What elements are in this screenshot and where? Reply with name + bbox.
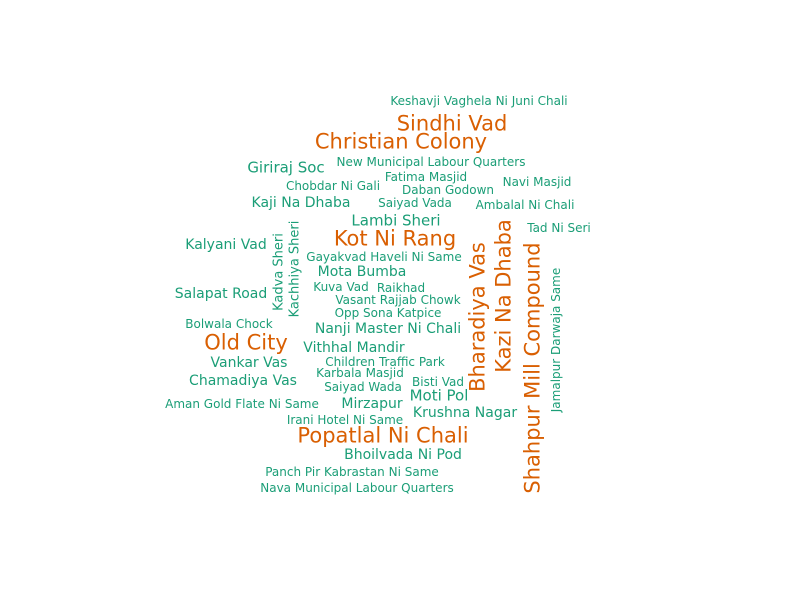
cloud-word: Krushna Nagar	[412, 405, 518, 421]
cloud-word: Kuva Vad	[313, 280, 369, 294]
cloud-word: Kachhiya Sheri	[287, 220, 303, 318]
cloud-word: Vankar Vas	[210, 355, 288, 371]
cloud-word: Popatlal Ni Chali	[297, 423, 469, 448]
cloud-word: Kaji Na Dhaba	[251, 195, 351, 211]
cloud-word: Karbala Masjid	[316, 366, 404, 380]
cloud-word: Chamadiya Vas	[189, 373, 297, 389]
cloud-word: Bharadiya Vas	[465, 242, 490, 392]
cloud-word: Children Traffic Park	[325, 355, 445, 369]
cloud-word: Tad Ni Seri	[527, 221, 591, 235]
cloud-word: Moti Pol	[409, 386, 469, 405]
cloud-word: Bhoilvada Ni Pod	[344, 447, 462, 463]
cloud-word: Panch Pir Kabrastan Ni Same	[265, 465, 439, 479]
cloud-word: Jamalpur Darwaja Same	[549, 267, 563, 413]
cloud-word: Daban Godown	[401, 183, 495, 197]
cloud-word: Ambalal Ni Chali	[475, 198, 575, 212]
cloud-word: Bisti Vad	[412, 375, 464, 389]
cloud-word: Kadva Sheri	[271, 233, 287, 311]
cloud-word: Aman Gold Flate Ni Same	[165, 397, 319, 411]
cloud-word: Kazi Na Dhaba	[491, 219, 516, 373]
cloud-word: Saiyad Wada	[324, 380, 402, 394]
cloud-word: Bolwala Chock	[185, 317, 273, 331]
cloud-word: Nava Municipal Labour Quarters	[260, 481, 454, 495]
cloud-word: Keshavji Vaghela Ni Juni Chali	[390, 94, 568, 108]
cloud-word: Christian Colony	[314, 129, 488, 154]
cloud-word: Navi Masjid	[502, 175, 572, 189]
cloud-word: Fatima Masjid	[384, 170, 468, 184]
cloud-word: Opp Sona Katpice	[334, 306, 442, 320]
cloud-word: Gayakvad Haveli Ni Same	[306, 250, 462, 264]
cloud-word: Sindhi Vad	[396, 111, 508, 136]
cloud-word: Shahpur Mill Compound	[520, 242, 545, 494]
cloud-word: Vithhal Mandir	[303, 340, 405, 356]
cloud-word: Old City	[204, 330, 288, 355]
cloud-word: Kot Ni Rang	[333, 226, 457, 251]
cloud-word: Salapat Road	[174, 286, 268, 302]
cloud-word: Mota Bumba	[317, 264, 407, 280]
cloud-word: Lambi Sheri	[351, 211, 441, 230]
cloud-word: Chobdar Ni Gali	[285, 179, 381, 193]
cloud-word: New Municipal Labour Quarters	[336, 155, 526, 169]
cloud-word: Raikhad	[376, 281, 426, 295]
cloud-word: Saiyad Vada	[378, 196, 452, 210]
cloud-word: Kalyani Vad	[185, 237, 267, 253]
cloud-word: Irani Hotel Ni Same	[286, 413, 404, 427]
cloud-word: Giriraj Soc	[247, 158, 325, 177]
cloud-word: Mirzapur	[341, 396, 403, 412]
cloud-word: Nanji Master Ni Chali	[314, 321, 462, 337]
cloud-word: Vasant Rajjab Chowk	[335, 293, 461, 307]
